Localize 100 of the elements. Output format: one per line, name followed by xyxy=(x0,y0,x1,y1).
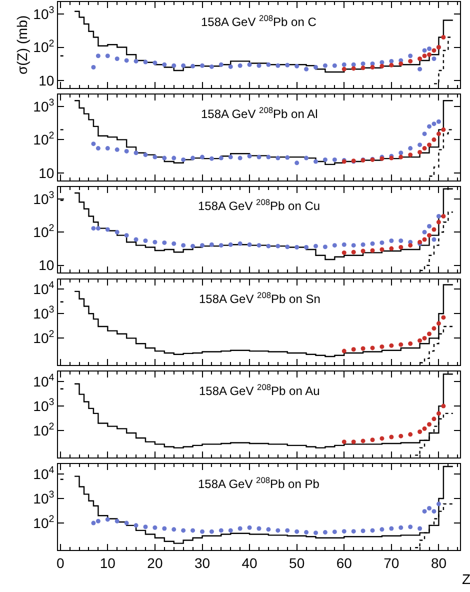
point xyxy=(322,244,328,250)
point xyxy=(152,60,158,66)
y-tick-label: 10 xyxy=(38,72,54,88)
point xyxy=(441,35,446,40)
point xyxy=(436,119,441,124)
point xyxy=(342,250,346,255)
point xyxy=(105,54,110,58)
point xyxy=(342,348,346,354)
point xyxy=(398,434,404,438)
point xyxy=(247,154,252,158)
point xyxy=(228,528,233,533)
point xyxy=(218,156,224,160)
point xyxy=(172,156,176,160)
point xyxy=(408,54,413,58)
y-tick-label: 10$^{2}$ xyxy=(33,38,54,56)
point xyxy=(266,154,271,160)
point xyxy=(209,529,214,534)
point xyxy=(342,242,346,247)
point xyxy=(91,226,96,231)
point xyxy=(266,62,271,67)
point xyxy=(432,509,436,514)
point xyxy=(380,344,384,349)
point xyxy=(427,124,432,129)
point xyxy=(276,244,280,248)
point xyxy=(218,62,224,67)
point xyxy=(380,64,384,68)
point xyxy=(96,518,100,524)
point xyxy=(332,243,337,248)
point xyxy=(124,58,129,63)
point xyxy=(143,60,148,64)
y-tick-label: 10 xyxy=(38,257,54,274)
point xyxy=(351,243,356,248)
x-tick-label: 40 xyxy=(242,554,258,571)
text: 158A GeV $^{208}$Pb on Pb xyxy=(198,475,320,492)
point xyxy=(432,56,436,62)
point xyxy=(432,122,436,126)
point xyxy=(370,65,375,70)
point xyxy=(360,438,366,444)
point xyxy=(256,526,262,531)
point xyxy=(380,247,384,252)
point xyxy=(228,64,233,69)
point xyxy=(332,157,337,162)
point xyxy=(436,220,441,224)
y-tick-label: 10$^{4}$ xyxy=(33,372,55,390)
point xyxy=(256,243,262,248)
point xyxy=(427,46,432,52)
y-tick-label: 10$^{3}$ xyxy=(33,304,55,322)
point xyxy=(105,146,110,151)
point xyxy=(418,429,422,434)
point xyxy=(408,432,413,437)
point xyxy=(389,62,394,68)
point xyxy=(209,64,214,69)
point xyxy=(436,502,441,506)
point xyxy=(96,226,100,231)
point xyxy=(209,242,214,247)
point xyxy=(422,230,427,234)
x-tick-label: 60 xyxy=(336,554,352,571)
point xyxy=(322,157,328,162)
point xyxy=(432,137,436,142)
point xyxy=(181,528,186,533)
point xyxy=(114,147,120,152)
point xyxy=(408,152,413,158)
point xyxy=(370,438,375,442)
point xyxy=(351,62,356,67)
point xyxy=(398,154,404,160)
point xyxy=(200,154,204,160)
point xyxy=(351,66,356,71)
point xyxy=(105,517,110,522)
point xyxy=(294,245,300,250)
point xyxy=(422,54,427,58)
point xyxy=(218,243,224,248)
point xyxy=(360,66,366,70)
point xyxy=(422,146,427,151)
point xyxy=(427,422,432,427)
point xyxy=(432,227,436,232)
point xyxy=(441,127,446,132)
point xyxy=(351,250,356,254)
y-tick-label: 10$^{3}$ xyxy=(33,490,55,506)
point xyxy=(427,224,432,229)
point xyxy=(360,242,366,247)
point xyxy=(441,315,446,320)
point xyxy=(266,244,271,248)
point xyxy=(181,157,186,162)
point xyxy=(408,524,413,530)
point xyxy=(276,156,280,160)
point xyxy=(432,326,436,331)
point xyxy=(190,64,196,68)
point xyxy=(152,154,158,160)
point xyxy=(314,530,318,536)
point xyxy=(304,156,309,160)
x-tick-label: 80 xyxy=(430,554,447,571)
point xyxy=(143,238,148,243)
point xyxy=(96,146,100,151)
y-tick-label: 10$^{2}$ xyxy=(33,422,54,439)
x-tick-label: 20 xyxy=(147,554,163,571)
point xyxy=(238,241,242,246)
x-tick-label: 70 xyxy=(384,554,400,571)
point xyxy=(380,436,384,441)
text: 158A GeV $^{208}$Pb on Sn xyxy=(199,290,320,306)
point xyxy=(342,440,346,444)
